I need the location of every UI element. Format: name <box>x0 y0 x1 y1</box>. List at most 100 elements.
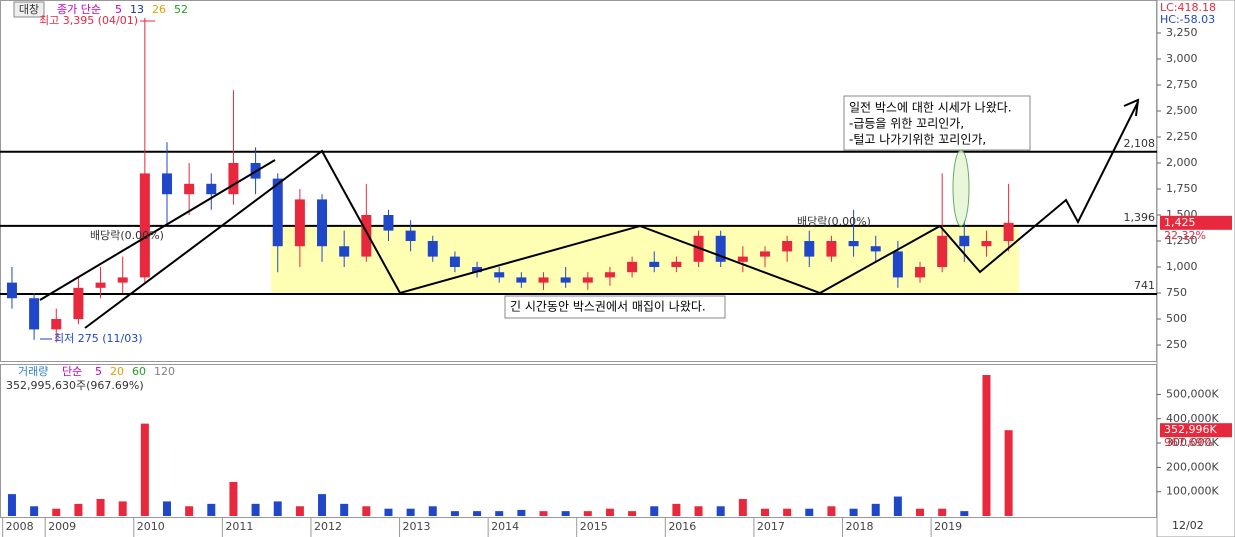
candle-body <box>981 241 992 247</box>
candle-body <box>472 267 483 273</box>
candle-body <box>782 241 793 252</box>
candle-body <box>582 277 593 283</box>
volume-indicator: 단순 <box>62 365 82 378</box>
candle-body <box>51 319 62 330</box>
volume-bar <box>893 496 902 516</box>
y-tick-label: 3,000 <box>1166 52 1198 65</box>
highlight <box>952 149 970 227</box>
candle-body <box>317 199 328 247</box>
candle-body <box>804 241 815 257</box>
last-change: 22.32% <box>1164 229 1206 242</box>
lc-label: LC:418.18 <box>1160 1 1216 14</box>
volume-bar <box>450 511 459 516</box>
candle-body <box>870 246 881 252</box>
x-tick-label: 2009 <box>48 520 76 533</box>
y-tick-label: 500 <box>1166 312 1187 325</box>
volume-bar <box>7 494 16 516</box>
y-tick-label: 2,250 <box>1166 130 1198 143</box>
level-label: 1,396 <box>1124 211 1156 224</box>
candle-body <box>671 261 682 268</box>
volume-bar <box>783 508 792 516</box>
candle-body <box>737 256 748 262</box>
candle-body <box>361 215 372 257</box>
candle-body <box>161 173 172 195</box>
note-text: 긴 시간동안 박스권에서 매집이 나왔다. <box>510 299 706 314</box>
title-box <box>13 1 45 18</box>
volume-bar <box>672 503 681 516</box>
volume-bar <box>628 511 637 516</box>
candle-body <box>405 230 416 242</box>
min-label: 최저 275 (11/03) <box>54 332 143 345</box>
volume-bar <box>650 506 659 516</box>
candle-body <box>29 298 40 330</box>
candle-body <box>538 277 549 283</box>
y-tick-label: 300,000K <box>1166 436 1219 449</box>
volume-bar <box>96 498 105 516</box>
candle-body <box>427 241 438 257</box>
indicator: 종가 단순 <box>57 3 101 16</box>
volume-bar <box>30 506 39 516</box>
y-tick-label: 250 <box>1166 338 1187 351</box>
y-tick-label: 3,250 <box>1166 26 1198 39</box>
y-tick-label: 500,000K <box>1166 387 1219 400</box>
x-tick-label: 2019 <box>934 520 962 533</box>
right-axis <box>1156 0 1235 537</box>
candle-body <box>6 282 17 299</box>
y-tick-label: 2,500 <box>1166 104 1198 117</box>
y-tick-label: 400,000K <box>1166 412 1219 425</box>
hc-label: HC:-58.03 <box>1160 13 1215 26</box>
volume-bar <box>162 501 171 516</box>
candle-body <box>95 282 106 288</box>
volume-bar <box>229 481 238 516</box>
volume-bar <box>140 423 149 516</box>
candle-body <box>139 173 150 278</box>
note-box <box>504 295 726 319</box>
candle-body <box>715 235 726 262</box>
note-text: 일전 박스에 대한 시세가 나왔다. <box>849 100 1012 115</box>
volume-bar <box>52 508 61 516</box>
candle-body <box>826 241 837 257</box>
trend-drawing <box>84 101 1139 329</box>
level-label: 741 <box>1134 279 1155 292</box>
max-label: 최고 3,395 (04/01) <box>39 14 138 27</box>
volume-bar <box>362 506 371 516</box>
volume-bar <box>738 498 747 516</box>
volume-title: 거래량 <box>18 365 48 378</box>
last-volume-box <box>1160 423 1232 438</box>
box-zone <box>271 225 1019 294</box>
candle-body <box>494 272 505 278</box>
x-tick-label: 2012 <box>314 520 342 533</box>
last-price-box <box>1160 215 1232 230</box>
last-price: 1,425 <box>1164 216 1196 229</box>
volume-bar <box>185 506 194 516</box>
last-volume: 352,996K <box>1164 423 1217 436</box>
candle-body <box>516 277 527 283</box>
y-tick-label: 200,000K <box>1166 460 1219 473</box>
candle-body <box>294 199 305 247</box>
candle-body <box>892 251 903 278</box>
candle-body <box>627 261 638 273</box>
note-text: -털고 나가기위한 꼬리인가, <box>849 133 986 147</box>
x-tick-label: 2016 <box>668 520 696 533</box>
volume-bar <box>694 506 703 516</box>
note-box <box>843 95 1031 151</box>
x-tick-label: 2018 <box>846 520 874 533</box>
arrow-head <box>1123 98 1140 117</box>
volume-bar <box>805 508 814 516</box>
volume-bar <box>74 503 83 516</box>
candle-body <box>73 287 84 320</box>
candle-body <box>184 183 195 195</box>
y-tick-label: 1,250 <box>1166 234 1198 247</box>
x-tick-label: 2014 <box>491 520 519 533</box>
volume-bar <box>982 375 991 516</box>
volume-bar <box>916 508 925 516</box>
x-tick-label: 2008 <box>6 520 34 533</box>
ma-label: 26 <box>152 3 166 16</box>
x-tick-label: 2013 <box>403 520 431 533</box>
y-tick-label: 1,000 <box>1166 260 1198 273</box>
volume-bar <box>473 511 482 516</box>
volume-bar <box>495 511 504 516</box>
candle-body <box>449 256 460 268</box>
candle-body <box>117 277 128 283</box>
